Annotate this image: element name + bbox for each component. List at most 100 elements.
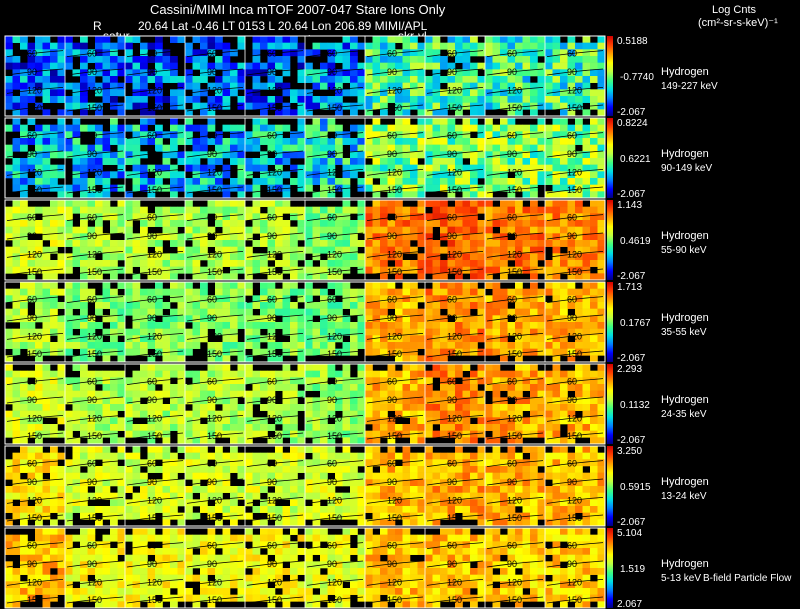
pitch-contour [306,132,364,139]
heat-cell [320,364,328,371]
heat-cell [545,390,553,398]
heat-cell [245,370,253,378]
heat-cell [177,253,186,261]
heat-cell [50,82,58,90]
heat-cell [12,109,21,117]
heat-cell [245,404,253,411]
heat-cell [140,206,148,214]
heat-cell [117,42,126,50]
heat-cell [530,124,538,132]
heat-cell [282,246,291,254]
heat-cell [237,206,246,214]
heat-cell [447,328,456,336]
heat-cell [522,151,531,159]
heat-cell [297,220,306,227]
heat-cell [477,42,486,50]
heat-cell [125,472,133,480]
pitch-contour [186,415,244,422]
heat-cell [477,288,486,296]
heat-cell [417,138,426,145]
heat-cell [575,417,583,425]
heat-cell [57,240,66,247]
heat-cell [260,506,268,513]
heat-cell [380,42,388,50]
pitch-contour [246,169,304,176]
heat-cell [192,89,201,97]
heat-cell [117,282,126,289]
heat-cell [87,102,96,110]
heat-cell [95,452,103,460]
heat-cell [132,466,141,473]
heat-cell [395,233,403,241]
heat-cell [170,466,178,473]
heat-cell [425,410,433,418]
heat-cell [215,138,223,145]
heat-cell [72,282,81,289]
heat-cell [5,56,13,63]
colorbar [607,282,613,362]
heat-cell [170,512,178,520]
pitch-angle-label: 120 [147,167,162,177]
heat-cell [357,308,366,316]
pitch-contour [486,350,544,358]
heat-cell [57,184,66,192]
heat-cell [177,377,186,385]
heat-cell [440,62,448,70]
heat-cell [65,472,73,480]
heat-cell [95,109,103,117]
heat-cell [380,184,388,192]
heat-cell [170,417,178,425]
heat-cell [507,184,516,192]
heat-cell [590,322,598,329]
heat-cell [95,151,103,159]
heat-cell [65,124,73,132]
heat-cell [20,437,28,445]
heat-cell [245,437,253,445]
heat-cell [410,308,418,316]
heat-cell [177,213,186,221]
heat-cell [230,512,238,520]
heat-cell [455,390,463,398]
heat-cell [275,322,283,329]
heat-cell [425,404,433,411]
heat-cell [342,206,351,214]
heat-cell [102,178,111,185]
heat-cell [380,302,388,309]
heat-cell [12,158,21,165]
heat-cell [522,328,531,336]
colorbar-min-label: -2.067 [617,271,646,282]
heat-cell [410,437,418,445]
heat-cell [597,397,606,405]
heat-cell [597,377,606,385]
heat-cell [455,417,463,425]
heat-cell [567,220,576,227]
heat-cell [455,206,463,214]
pitch-angle-label: 60 [87,459,97,469]
heat-cell [537,253,546,261]
heat-cell [237,486,246,493]
pitch-contour [66,350,124,358]
heat-cell [50,410,58,418]
heat-cell [215,492,223,500]
heat-cell [155,206,163,214]
heat-cell [200,273,208,281]
heat-cell [597,315,606,323]
heat-cell [110,49,118,57]
heat-cell [95,506,103,513]
heat-cell [357,479,366,487]
heat-cell [230,404,238,411]
heat-cell [515,397,523,405]
pitch-angle-label: 120 [447,167,462,177]
heat-cell [372,315,381,323]
heat-cell [387,124,396,132]
heat-cell [162,164,171,172]
heat-cell [455,178,463,185]
heat-cell [57,118,66,125]
heat-cell [282,492,291,500]
pitch-angle-label: 150 [87,349,102,359]
pitch-angle-label: 120 [507,167,522,177]
heat-cell [20,390,28,398]
heat-cell [237,191,246,199]
pitch-angle-label: 150 [447,349,462,359]
heat-cell [147,424,156,431]
